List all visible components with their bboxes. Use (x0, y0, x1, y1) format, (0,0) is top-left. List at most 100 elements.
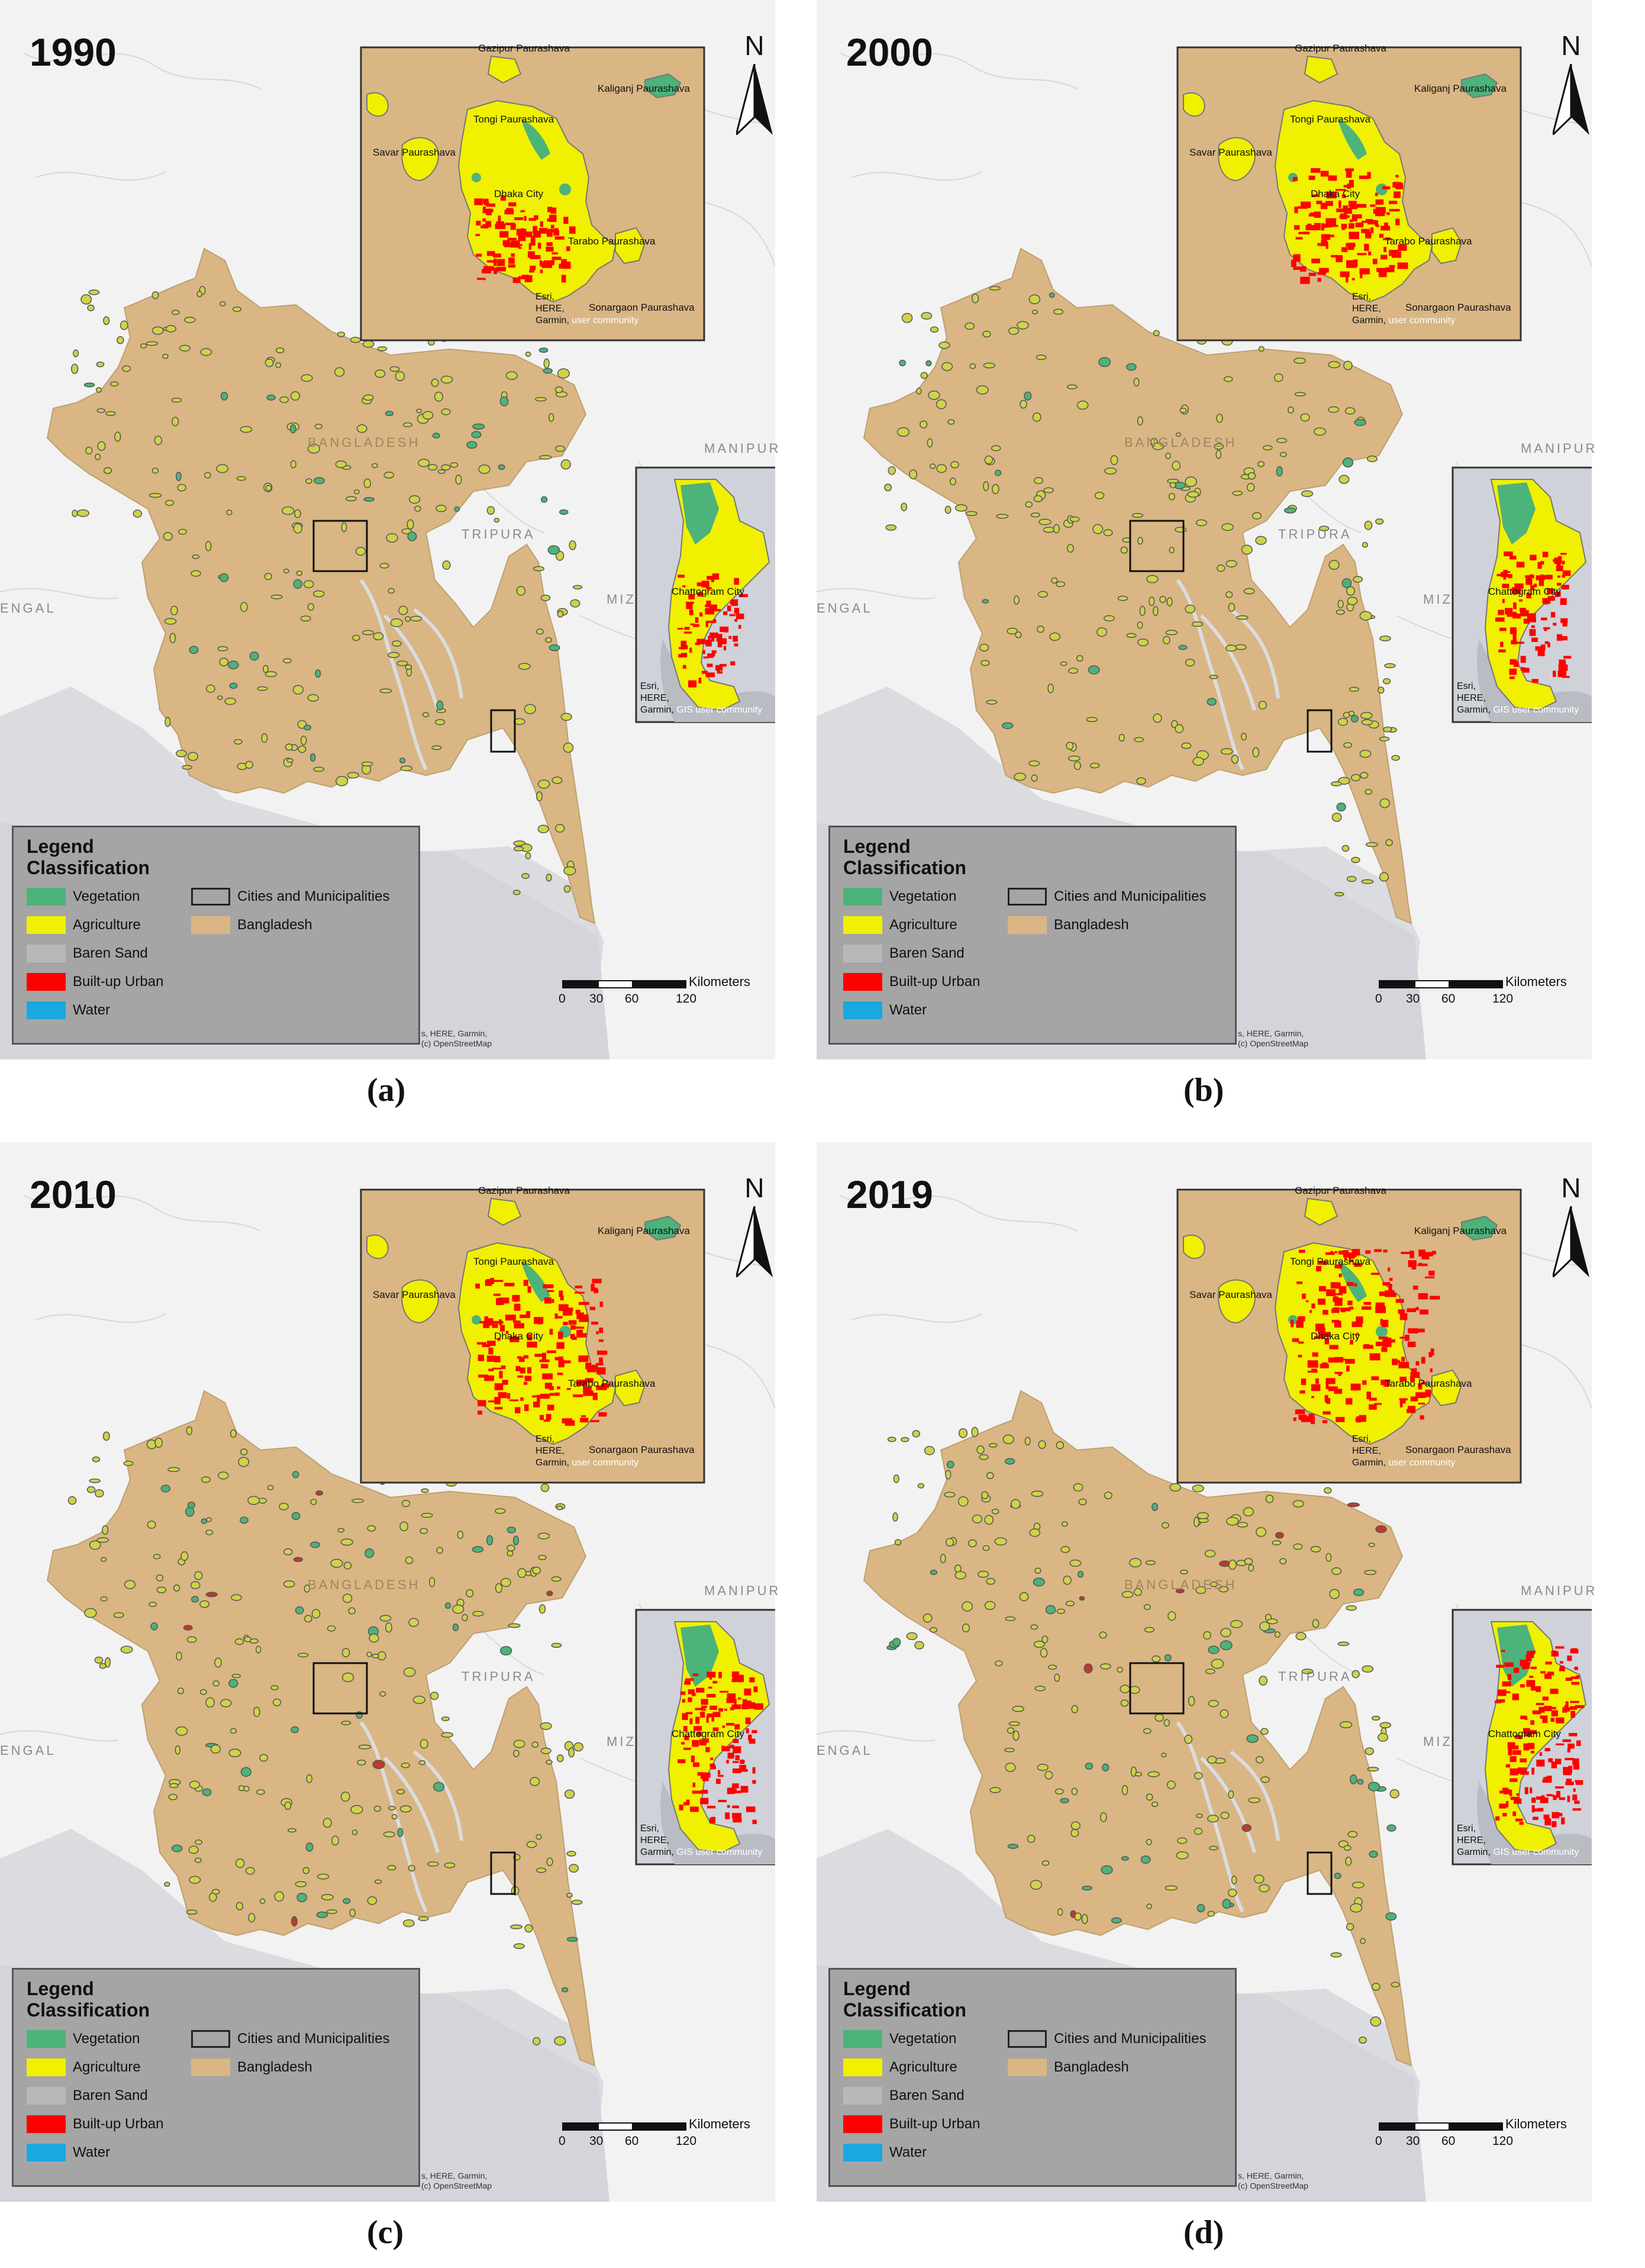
built-up-patch (1334, 1320, 1341, 1328)
municipality-outline (175, 1726, 188, 1736)
built-up-patch (1366, 1391, 1371, 1400)
built-up-patch (483, 278, 486, 281)
municipality-outline (1191, 621, 1204, 627)
municipality-outline (1343, 711, 1350, 719)
municipality-outline (516, 586, 526, 596)
built-up-patch (1389, 209, 1400, 212)
built-up-patch (722, 1746, 730, 1751)
built-up-patch (1380, 254, 1388, 260)
legend-label: Vegetation (889, 888, 957, 904)
municipality-outline (525, 852, 531, 859)
built-up-patch (1572, 1794, 1578, 1800)
municipality-outline (909, 469, 918, 479)
built-up-patch (728, 636, 732, 639)
north-label: N (744, 30, 765, 61)
municipality-outline (1065, 1600, 1075, 1607)
built-up-patch (1399, 1400, 1403, 1407)
built-up-patch (527, 1334, 533, 1341)
built-up-patch (692, 1740, 699, 1747)
municipality-outline (1041, 1635, 1049, 1644)
municipality-outline (303, 580, 314, 588)
built-up-patch (1566, 1779, 1572, 1785)
municipality-outline (976, 385, 989, 395)
municipality-outline (1120, 1699, 1129, 1707)
municipality-outline (1347, 597, 1358, 605)
built-up-patch (1394, 1293, 1396, 1297)
municipality-outline (1359, 611, 1372, 621)
chattogram-locator-box (1307, 1851, 1333, 1895)
built-up-patch (1413, 1286, 1418, 1290)
municipality-outline (191, 1596, 199, 1603)
municipality-outline (1147, 1771, 1160, 1777)
built-up-patch (498, 1297, 509, 1304)
municipality-outline (1379, 872, 1389, 882)
built-up-patch (1347, 183, 1351, 189)
legend-subtitle: Classification (27, 1999, 150, 2021)
built-up-patch (683, 1726, 688, 1732)
municipality-outline (217, 646, 228, 652)
built-up-patch (732, 1813, 742, 1819)
built-up-patch (726, 1698, 736, 1703)
built-up-patch (497, 259, 505, 266)
municipality-outline (1024, 391, 1032, 401)
built-up-patch (543, 260, 554, 265)
municipality-outline (1228, 603, 1236, 612)
municipality-outline (1235, 644, 1247, 650)
built-up-patch (723, 611, 728, 616)
municipality-outline (1153, 713, 1162, 723)
built-up-patch (494, 1383, 504, 1390)
municipality-outline (367, 1896, 378, 1905)
built-up-patch (1410, 1396, 1418, 1402)
built-up-patch (521, 228, 524, 236)
dhaka-built-up (475, 1278, 609, 1426)
municipality-outline (518, 663, 531, 670)
municipality-outline (941, 362, 953, 371)
built-up-patch (1562, 1707, 1567, 1713)
municipality-outline (347, 772, 359, 779)
built-up-patch (1311, 1368, 1317, 1372)
scale-tick: 30 (589, 992, 604, 1006)
municipality-outline (1361, 879, 1374, 884)
built-up-patch (1499, 627, 1507, 632)
built-up-patch (1317, 278, 1321, 282)
built-up-patch (488, 1368, 494, 1371)
municipality-outline (1260, 1776, 1270, 1783)
municipality-outline (330, 1558, 343, 1568)
municipality-outline (218, 1471, 229, 1480)
municipality-outline (362, 630, 374, 636)
built-up-patch (477, 278, 483, 280)
municipality-outline (1386, 1824, 1396, 1832)
built-up-patch (479, 1321, 486, 1324)
municipality-outline (1243, 588, 1255, 595)
municipality-outline (295, 1606, 304, 1615)
built-up-patch (533, 225, 537, 234)
municipality-outline (337, 1528, 345, 1533)
municipality-outline (265, 485, 272, 491)
municipality-outline (573, 1742, 583, 1752)
municipality-outline (1049, 632, 1061, 641)
built-up-patch (1383, 247, 1387, 253)
municipality-outline (244, 1636, 251, 1642)
chattogram-built-up (678, 1671, 763, 1824)
built-up-patch (579, 1314, 589, 1320)
built-up-patch (505, 1315, 516, 1321)
built-up-patch (1367, 172, 1371, 179)
label-dhaka-city: Dhaka City (1311, 188, 1360, 199)
built-up-patch (1570, 1648, 1579, 1654)
built-up-patch (1388, 1284, 1392, 1291)
municipality-outline (1244, 1558, 1253, 1565)
dhaka-inset-map (360, 46, 705, 342)
built-up-patch (1370, 1272, 1380, 1275)
municipality-outline (1207, 698, 1217, 706)
built-up-patch (1520, 1660, 1528, 1667)
municipality-outline (177, 1687, 185, 1694)
built-up-patch (1375, 213, 1385, 217)
legend-swatch (27, 1001, 66, 1019)
built-up-patch (524, 216, 527, 221)
municipality-outline (1342, 458, 1354, 468)
municipality-outline (1076, 655, 1083, 662)
built-up-patch (1515, 1818, 1523, 1822)
built-up-patch (478, 1374, 489, 1378)
built-up-patch (505, 223, 515, 225)
municipality-outline (113, 1612, 124, 1618)
